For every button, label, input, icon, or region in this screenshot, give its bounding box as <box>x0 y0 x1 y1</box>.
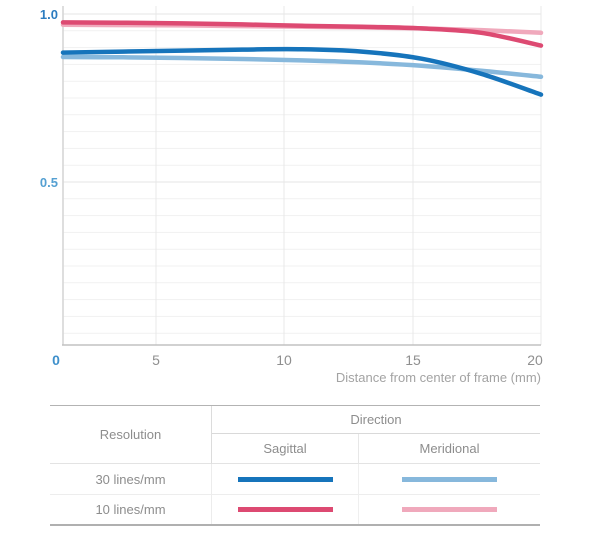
x-tick-15: 15 <box>405 352 421 368</box>
swatch-10-sagittal <box>237 507 333 512</box>
x-tick-0: 0 <box>52 352 60 368</box>
mtf-line-chart: 1.0 0.5 0 5 10 15 20 Distance from cente… <box>40 6 544 385</box>
swatch-cell <box>358 464 540 495</box>
curve-10-lines-mm-sagittal <box>60 20 544 48</box>
x-axis-title: Distance from center of frame (mm) <box>336 370 541 385</box>
swatch-cell <box>212 464 358 495</box>
row-label-10-lines: 10 lines/mm <box>50 495 212 524</box>
vertical-gridlines <box>155 6 542 345</box>
horizontal-gridlines <box>63 13 541 334</box>
row-label-30-lines: 30 lines/mm <box>50 464 212 495</box>
swatch-cell <box>358 495 540 524</box>
curve-30-lines-mm-sagittal <box>60 46 544 97</box>
y-tick-0.5: 0.5 <box>40 175 58 190</box>
direction-header: Direction <box>212 406 540 434</box>
swatch-cell <box>212 495 358 524</box>
resolution-header: Resolution <box>50 406 212 464</box>
swatch-30-meridional <box>402 476 497 482</box>
sagittal-header: Sagittal <box>212 434 358 464</box>
curve-30-lines-mm-meridional <box>60 54 544 80</box>
meridional-header: Meridional <box>358 434 540 464</box>
x-tick-20: 20 <box>527 352 543 368</box>
x-tick-10: 10 <box>276 352 292 368</box>
mtf-curves <box>60 20 544 97</box>
legend-table: Resolution Direction Sagittal Meridional… <box>50 405 540 526</box>
swatch-30-sagittal <box>237 476 333 482</box>
swatch-10-meridional <box>402 507 497 512</box>
y-tick-1.0: 1.0 <box>40 7 58 22</box>
x-tick-5: 5 <box>152 352 160 368</box>
